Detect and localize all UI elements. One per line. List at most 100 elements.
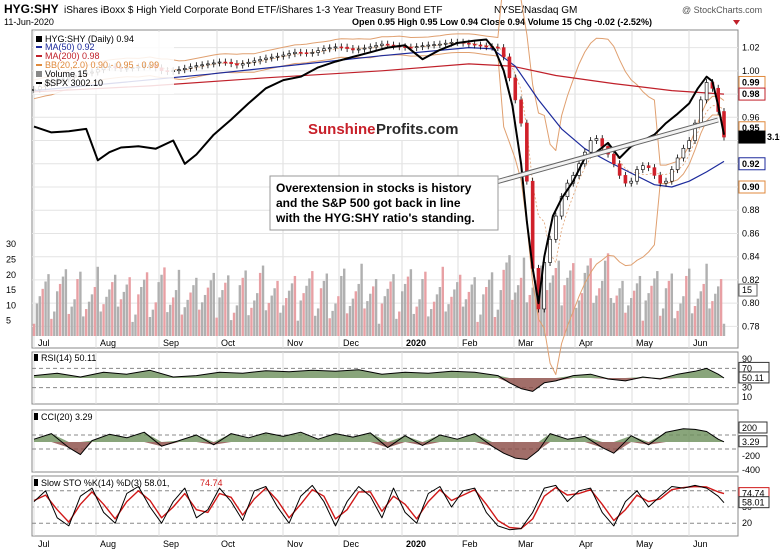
candle-body-58 (200, 64, 204, 67)
volume-bar-41 (151, 309, 155, 336)
month-label-top-Nov: Nov (287, 338, 304, 348)
cci-line (33, 428, 725, 460)
volume-bar-238 (722, 323, 726, 336)
volume-bar-193 (592, 302, 595, 336)
candle-214 (652, 164, 657, 179)
candle-100 (322, 45, 326, 55)
volume-tag-text: 15 (742, 285, 752, 295)
volume-bar-30 (119, 299, 123, 336)
price-tag-text-0.95: 0.95 (742, 123, 760, 133)
volume-bar-5 (47, 274, 50, 336)
cci-swatch (34, 413, 38, 420)
month-label-bottom-Nov: Nov (287, 539, 304, 549)
candle-94 (304, 49, 309, 57)
candle-body-200 (612, 153, 616, 165)
candle-body-72 (240, 63, 245, 66)
price-axis-label-0.84: 0.84 (742, 252, 760, 262)
candle-168 (519, 96, 523, 127)
volume-bar-190 (583, 272, 587, 336)
candle-body-80 (264, 57, 268, 60)
volume-bar-6 (50, 318, 53, 336)
candle-body-218 (664, 180, 668, 184)
candle-body-62 (211, 62, 216, 65)
cci-fill-pos (34, 428, 724, 442)
volume-bar-29 (116, 306, 120, 336)
volume-bar-124 (392, 274, 395, 336)
candle-body-114 (362, 47, 367, 50)
candle-body-192 (588, 140, 593, 153)
volume-bar-216 (659, 315, 662, 336)
candle-body-150 (467, 42, 471, 45)
candle-124 (391, 41, 396, 50)
price-axis-label-0.80: 0.80 (742, 298, 760, 308)
annotation-line-2: and the S&P 500 got back in line (276, 196, 461, 210)
volume-bar-215 (656, 271, 659, 336)
volume-bar-151 (470, 284, 473, 336)
volume-bar-158 (490, 272, 494, 336)
cci-label: CCI(20) 3.29 (41, 412, 93, 422)
candle-body-230 (699, 99, 703, 124)
candle-body-104 (333, 46, 338, 49)
oscillator-series (33, 367, 725, 531)
candle-body-110 (351, 48, 355, 51)
volume-bar-65 (221, 290, 224, 336)
price-axis-label-0.86: 0.86 (742, 228, 760, 238)
volume-bar-86 (282, 305, 285, 336)
volume-bar-112 (357, 283, 360, 336)
symbol-title: HYG:SHY (4, 2, 59, 16)
candle-114 (362, 44, 367, 53)
candle-body-132 (414, 46, 419, 48)
sto-label-d: 74.74 (200, 478, 223, 488)
volume-bar-196 (601, 280, 604, 336)
candle-body-86 (281, 54, 286, 57)
volume-bar-43 (157, 282, 160, 336)
legend-volume: Volume 15 (45, 69, 88, 79)
volume-bar-16 (79, 271, 82, 336)
volume-bar-233 (708, 308, 711, 336)
candle-body-68 (229, 61, 233, 64)
volume-bar-98 (316, 308, 320, 336)
volume-bar-58 (200, 302, 204, 336)
volume-bar-222 (676, 310, 679, 336)
candle-118 (374, 42, 378, 51)
volume-bar-175 (540, 265, 543, 336)
candle-body-134 (420, 45, 425, 48)
volume-bar-155 (482, 294, 485, 336)
candle-152 (472, 40, 477, 49)
volume-bar-177 (545, 290, 549, 336)
volume-bar-35 (134, 314, 137, 336)
candle-body-52 (182, 67, 187, 70)
volume-bar-138 (432, 301, 436, 336)
volume-bar-194 (595, 295, 598, 336)
volume-bar-150 (467, 291, 471, 336)
month-label-top-Mar: Mar (518, 338, 534, 348)
candle-96 (310, 49, 315, 57)
volume-bar-130 (409, 269, 413, 336)
volume-axis-label-5: 5 (6, 316, 11, 326)
annotation-box (269, 175, 499, 231)
cci-tag-0: 200 (742, 423, 757, 433)
candle-102 (327, 44, 332, 53)
candle-body-70 (235, 63, 239, 66)
ma50-line (33, 47, 725, 188)
candle-220 (670, 166, 674, 185)
volume-bar-206 (630, 298, 633, 336)
volume-bar-111 (354, 291, 358, 336)
price-axis-label-1.00: 1.00 (742, 66, 760, 76)
volume-bar-69 (232, 312, 236, 336)
logo-profits: Profits.com (376, 121, 459, 138)
volume-bar-113 (360, 263, 363, 336)
month-label-bottom-Jun: Jun (693, 539, 708, 549)
chart-date: 11-Jun-2020 (4, 17, 54, 27)
month-label-top-May: May (636, 338, 654, 348)
month-label-bottom-Mar: Mar (518, 539, 534, 549)
volume-bar-121 (383, 296, 386, 336)
spx-tag: 3.10 (767, 132, 780, 142)
volume-bar-137 (429, 309, 433, 336)
candle-142 (443, 39, 448, 48)
volume-bar-152 (473, 277, 476, 336)
candle-72 (240, 60, 245, 69)
candle-66 (223, 58, 228, 66)
candle-108 (345, 43, 349, 53)
